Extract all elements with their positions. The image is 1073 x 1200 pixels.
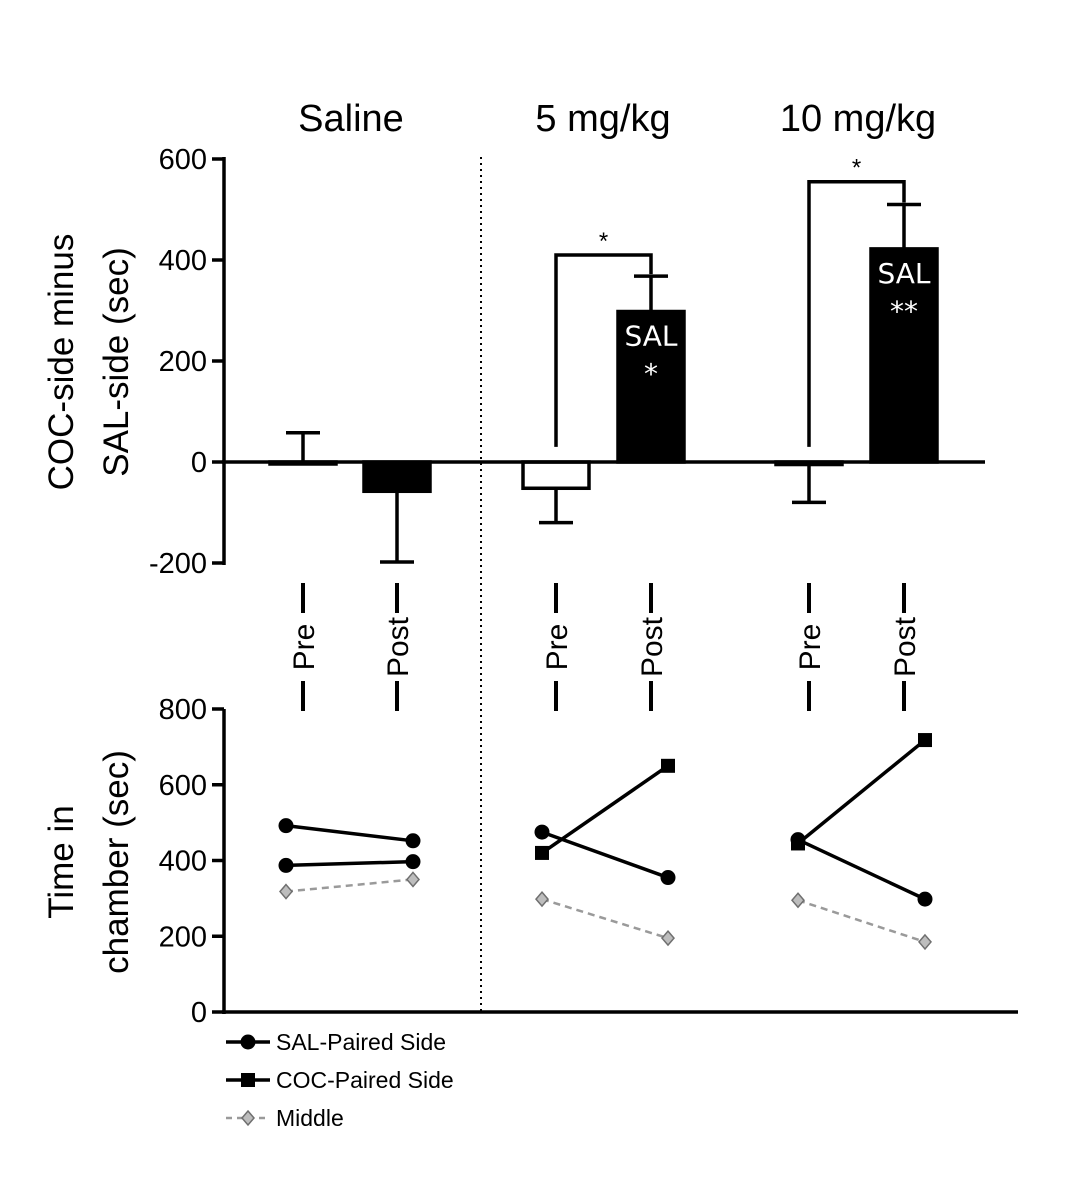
bars xyxy=(268,202,939,564)
top-ylabel-line2: SAL-side (sec) xyxy=(97,247,136,477)
line-middle-5-mg-kg-0 xyxy=(541,897,669,940)
bar-annotation-5-mg-kg-0: SAL xyxy=(624,320,677,353)
top-y-tick-label: 0 xyxy=(191,447,207,479)
legend-label-sal-paired-side: SAL-Paired Side xyxy=(276,1029,446,1055)
bar-annotations: SAL * SAL ** xyxy=(624,257,930,391)
legend-label-middle: Middle xyxy=(276,1105,344,1131)
top-y-tick-label: -200 xyxy=(149,548,207,580)
line-middle-10-mg-kg-0 xyxy=(797,899,926,944)
point-sal-paired-side-5-mg-kg-0-pre xyxy=(534,824,550,840)
line-middle-saline-0 xyxy=(285,878,414,893)
sig-label-10-mg-kg: * xyxy=(852,155,861,182)
bottom-ylabel-line1: Time in xyxy=(42,805,81,918)
point-sal-paired-side-saline-0-post xyxy=(405,833,421,849)
line-coc-paired-side-5-mg-kg-0 xyxy=(541,764,669,855)
legend-label-coc-paired-side: COC-Paired Side xyxy=(276,1067,454,1093)
category-labels: Pre Post Pre Post Pre Post xyxy=(288,583,922,711)
bottom-y-tick-label: 600 xyxy=(159,770,207,802)
point-coc-paired-side-10-mg-kg-0-post xyxy=(918,733,932,748)
top-y-tick-label: 600 xyxy=(159,144,207,176)
bar-annotation-10-mg-kg-0: SAL xyxy=(877,257,930,290)
group-titles: Saline 5 mg/kg 10 mg/kg xyxy=(298,98,936,140)
bar-annotation-10-mg-kg-1: ** xyxy=(890,295,918,328)
sig-bracket-10-mg-kg xyxy=(807,179,906,447)
time-in-chamber-chart: Time in chamber (sec) 0 200 400 600 800 xyxy=(42,694,1018,1029)
point-sal-paired-side-10-mg-kg-0-post xyxy=(917,891,933,907)
point-sal-paired-side-saline-1-pre xyxy=(278,857,294,873)
group-title-saline: Saline xyxy=(298,98,404,140)
bar-annotation-5-mg-kg-1: * xyxy=(644,358,658,391)
bar-5-mg-kg-pre xyxy=(521,460,591,491)
point-middle-saline-0-pre xyxy=(279,883,293,900)
top-y-tick-label: 400 xyxy=(159,245,207,277)
group-title-5mg: 5 mg/kg xyxy=(535,98,670,140)
category-label-saline-pre: Pre xyxy=(288,624,321,671)
bottom-y-ticks: 0 200 400 600 800 xyxy=(159,694,224,1029)
line-sal-paired-side-saline-0 xyxy=(285,823,414,843)
legend: SAL-Paired Side COC-Paired Side Middle xyxy=(226,1029,454,1131)
point-middle-5-mg-kg-0-post xyxy=(661,929,675,947)
point-middle-5-mg-kg-0-pre xyxy=(535,890,549,908)
bottom-y-tick-label: 400 xyxy=(159,846,207,878)
sig-label-5-mg-kg: * xyxy=(599,228,608,255)
point-sal-paired-side-saline-0-pre xyxy=(278,818,294,834)
bottom-y-tick-label: 800 xyxy=(159,694,207,726)
sig-bracket-5-mg-kg xyxy=(554,253,653,447)
point-coc-paired-side-10-mg-kg-0-pre xyxy=(791,836,805,851)
series-lines xyxy=(278,733,933,951)
bottom-ylabel-line2: chamber (sec) xyxy=(97,750,136,974)
point-sal-paired-side-saline-1-post xyxy=(405,854,421,870)
line-sal-paired-side-10-mg-kg-0 xyxy=(797,838,926,901)
bar-saline-post xyxy=(362,460,432,494)
group-title-10mg: 10 mg/kg xyxy=(780,98,936,140)
legend-marker-middle xyxy=(241,1109,255,1127)
category-label-5-mg-kg-pre: Pre xyxy=(541,624,574,671)
bottom-y-tick-label: 200 xyxy=(159,921,207,953)
category-label-saline-post: Post xyxy=(382,616,415,677)
category-label-10-mg-kg-post: Post xyxy=(889,616,922,677)
top-ylabel-line1: COC-side minus xyxy=(42,234,81,491)
bar-10-mg-kg-post xyxy=(869,247,939,464)
point-sal-paired-side-5-mg-kg-0-post xyxy=(660,870,676,886)
line-coc-paired-side-10-mg-kg-0 xyxy=(796,738,927,845)
legend-marker-coc-paired-side xyxy=(241,1073,255,1087)
category-label-5-mg-kg-post: Post xyxy=(636,616,669,677)
point-coc-paired-side-5-mg-kg-0-pre xyxy=(535,845,549,860)
point-middle-saline-0-post xyxy=(406,871,420,888)
significance-brackets: ** xyxy=(554,155,906,447)
line-sal-paired-side-saline-1 xyxy=(285,859,414,868)
point-middle-10-mg-kg-0-post xyxy=(918,933,932,951)
difference-bar-chart: COC-side minus SAL-side (sec) -200 0 200 40… xyxy=(42,144,985,580)
point-middle-10-mg-kg-0-pre xyxy=(791,892,805,909)
legend-marker-sal-paired-side xyxy=(240,1034,256,1050)
top-y-tick-label: 200 xyxy=(159,346,207,378)
point-coc-paired-side-5-mg-kg-0-post xyxy=(661,758,675,773)
top-y-ticks: -200 0 200 400 600 xyxy=(149,144,224,580)
bottom-y-tick-label: 0 xyxy=(191,997,207,1029)
category-label-10-mg-kg-pre: Pre xyxy=(794,624,827,671)
